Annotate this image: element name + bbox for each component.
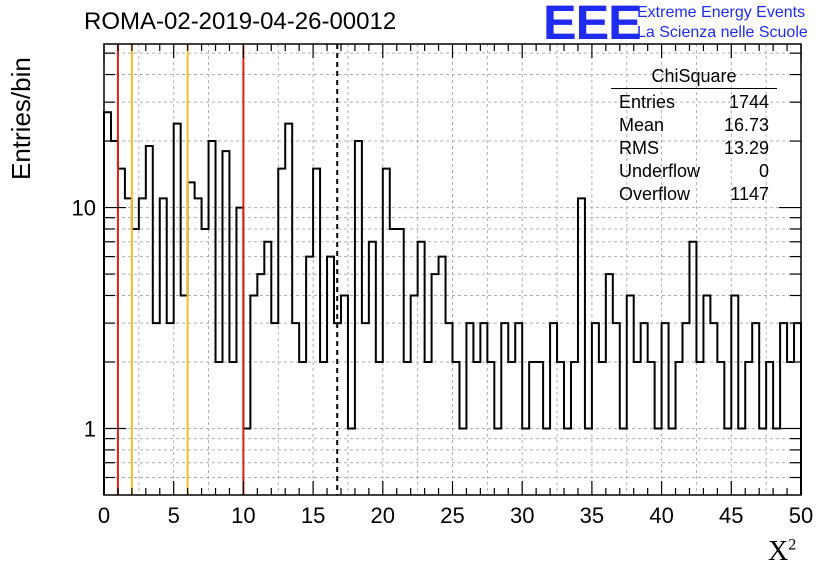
histogram-bin — [236, 208, 243, 495]
histogram-bin — [292, 323, 299, 495]
histogram-bin — [578, 198, 585, 495]
histogram-bin — [752, 323, 759, 495]
histogram-bin — [285, 124, 292, 495]
logo-subtitle-1: Extreme Energy Events — [637, 4, 806, 21]
histogram-bin — [515, 323, 522, 495]
histogram-bin — [257, 274, 264, 495]
histogram-bin — [613, 323, 620, 495]
histogram-bin — [167, 323, 174, 495]
histogram-bin — [439, 257, 446, 495]
histogram-bin — [341, 295, 348, 495]
histogram-bin — [355, 141, 362, 495]
x-tick-label: 35 — [580, 503, 604, 528]
x-tick-label: 45 — [719, 503, 743, 528]
histogram-bin — [327, 257, 334, 495]
x-tick-label: 10 — [231, 503, 255, 528]
histogram-bin — [550, 323, 557, 495]
histogram-bin — [689, 242, 696, 495]
histogram-bin — [174, 124, 181, 495]
histogram-bin — [146, 146, 153, 495]
histogram-bin — [466, 323, 473, 495]
stats-row-underflow: Underflow 0 — [619, 161, 769, 181]
histogram-bin — [209, 141, 216, 495]
stats-row-mean: Mean 16.73 — [619, 115, 769, 135]
x-tick-label: 25 — [440, 503, 464, 528]
histogram-bin — [641, 323, 648, 495]
y-tick-label: 10 — [72, 196, 96, 221]
histogram-bin — [710, 323, 717, 495]
histogram-bin — [794, 323, 801, 495]
histogram-bin — [160, 198, 167, 495]
histogram-bin — [153, 323, 160, 495]
histogram-bin — [418, 242, 425, 495]
histogram-bin — [480, 323, 487, 495]
x-tick-label: 5 — [168, 503, 180, 528]
histogram-bin — [195, 198, 202, 495]
histogram-bin — [264, 242, 271, 495]
histogram-bin — [181, 295, 188, 495]
x-tick-label: 30 — [510, 503, 534, 528]
histogram-bin — [501, 323, 508, 495]
y-tick-label: 1 — [84, 416, 96, 441]
histogram-bin — [662, 323, 669, 495]
logo-subtitle-2: La Scienza nelle Scuole — [637, 24, 808, 41]
histogram-bin — [731, 295, 738, 495]
stats-title: ChiSquare — [611, 66, 777, 89]
histogram-bin — [139, 198, 146, 495]
histogram-bin — [627, 295, 634, 495]
histogram-bin — [606, 274, 613, 495]
histogram-bin — [446, 323, 453, 495]
eee-logo: EEE — [543, 0, 642, 50]
stats-row-overflow: Overflow 1147 — [619, 184, 769, 204]
x-tick-label: 15 — [301, 503, 325, 528]
x-axis-label: X2 — [768, 536, 797, 567]
histogram-bin — [125, 198, 132, 495]
histogram-bin — [306, 257, 313, 495]
histogram-bin — [703, 295, 710, 495]
histogram-bin — [369, 242, 376, 495]
histogram-bin — [411, 295, 418, 495]
histogram-bin — [780, 323, 787, 495]
histogram-bin — [271, 323, 278, 495]
x-tick-label: 20 — [371, 503, 395, 528]
histogram-bin — [250, 295, 257, 495]
x-tick-label: 0 — [98, 503, 110, 528]
stats-row-rms: RMS 13.29 — [619, 138, 769, 158]
histogram-bin — [104, 112, 111, 495]
y-axis-label: Entries/bin — [6, 57, 36, 180]
stats-box: ChiSquare Entries 1744 Mean 16.73 RMS 13.29… — [611, 66, 777, 206]
x-tick-label: 50 — [789, 503, 813, 528]
histogram-bin — [432, 274, 439, 495]
histogram-bin — [111, 141, 118, 495]
histogram-bin — [592, 323, 599, 495]
histogram-bin — [362, 323, 369, 495]
histogram-series — [103, 111, 802, 495]
chart-title: ROMA-02-2019-04-26-00012 — [84, 8, 397, 35]
histogram-bin — [683, 323, 690, 495]
stats-row-entries: Entries 1744 — [619, 92, 769, 112]
x-tick-label: 40 — [649, 503, 673, 528]
